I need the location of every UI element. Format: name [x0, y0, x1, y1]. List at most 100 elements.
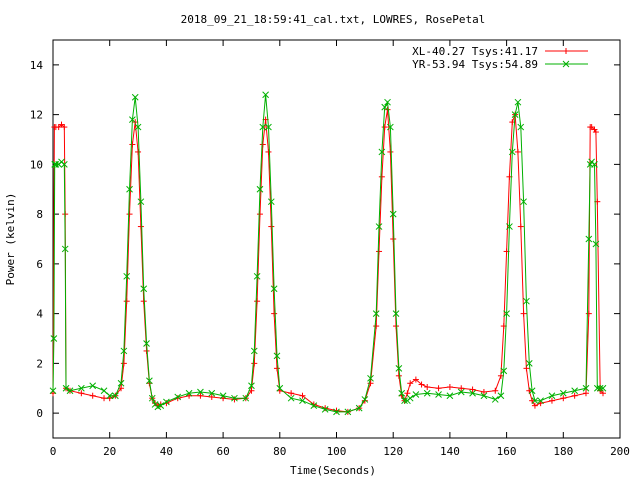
x-tick-labels: 0 20 40 60 80 100 120 140 160 180 200 — [50, 445, 630, 458]
y-tick-label: 0 — [36, 407, 43, 420]
data-point — [378, 148, 386, 156]
data-point — [117, 379, 125, 387]
data-point — [174, 393, 182, 401]
data-point — [355, 404, 363, 412]
data-point — [367, 374, 374, 382]
data-point — [129, 116, 136, 123]
data-point — [418, 381, 425, 388]
data-point — [492, 387, 499, 394]
data-point — [520, 198, 527, 206]
data-point — [288, 390, 295, 397]
data-point — [137, 198, 145, 206]
y-tick-label: 12 — [30, 109, 43, 122]
legend: XL-40.27 Tsys:41.17 YR-53.94 Tsys:54.89 — [412, 45, 588, 71]
data-point — [126, 211, 133, 218]
data-point — [406, 394, 414, 402]
data-point — [592, 129, 599, 136]
data-point — [491, 396, 499, 403]
data-point — [511, 111, 519, 118]
data-point — [78, 390, 85, 397]
data-point — [398, 389, 406, 397]
data-point — [242, 394, 250, 402]
x-tick-label: 140 — [440, 445, 460, 458]
data-point — [525, 360, 533, 367]
data-point — [273, 352, 281, 360]
data-point — [517, 123, 525, 131]
data-point — [395, 372, 402, 379]
data-point — [131, 93, 139, 101]
data-point — [381, 124, 388, 131]
data-point — [208, 393, 215, 400]
x-tick-label: 180 — [553, 445, 573, 458]
data-point — [378, 173, 385, 180]
data-point — [197, 392, 204, 399]
y-tick-labels: 0 2 4 6 8 10 12 14 — [30, 59, 44, 420]
data-point — [256, 185, 264, 193]
data-point — [548, 392, 556, 400]
data-point — [268, 223, 275, 230]
data-point — [265, 123, 272, 131]
data-point — [287, 394, 295, 402]
y-tick-label: 14 — [30, 59, 44, 72]
data-point — [361, 396, 369, 403]
data-point — [582, 390, 589, 397]
data-point — [129, 141, 136, 148]
data-point — [60, 161, 68, 168]
y-tick-label: 6 — [36, 258, 43, 271]
data-point — [446, 384, 453, 391]
data-point — [387, 148, 394, 155]
data-point — [163, 398, 170, 406]
data-point — [508, 148, 516, 156]
data-point — [61, 245, 69, 253]
data-point — [299, 397, 306, 405]
y-tick-label: 8 — [36, 208, 43, 221]
data-point — [571, 387, 578, 395]
x-tick-label: 160 — [497, 445, 517, 458]
data-point — [77, 384, 85, 392]
data-point — [62, 384, 70, 392]
data-point — [596, 384, 604, 392]
data-point — [135, 148, 142, 155]
legend-sample-series-1 — [545, 48, 588, 54]
legend-marker — [563, 48, 569, 54]
y-tick-label: 10 — [30, 158, 43, 171]
data-point — [517, 223, 524, 230]
data-point — [389, 210, 397, 218]
data-point — [412, 391, 420, 398]
data-point — [446, 392, 454, 400]
data-point — [134, 123, 142, 131]
data-point — [372, 310, 380, 317]
data-point — [435, 391, 442, 398]
data-point — [537, 397, 544, 405]
data-point — [208, 389, 216, 397]
data-point — [514, 98, 522, 106]
data-point — [254, 298, 261, 305]
y-axis-label: Power (kelvin) — [4, 193, 17, 286]
data-point — [49, 387, 57, 395]
data-point — [267, 198, 275, 206]
data-point — [185, 389, 193, 397]
data-point — [106, 392, 114, 400]
data-point — [61, 124, 68, 131]
data-point — [157, 402, 165, 410]
data-point — [262, 91, 269, 99]
data-point — [412, 376, 419, 383]
data-point — [271, 310, 278, 317]
data-point — [299, 392, 306, 399]
data-point — [585, 310, 592, 317]
data-point — [276, 384, 284, 392]
data-point — [50, 335, 58, 342]
data-point — [384, 98, 391, 106]
data-point — [592, 240, 600, 248]
data-point — [392, 310, 400, 317]
data-point — [256, 211, 263, 218]
data-point — [148, 394, 156, 402]
data-point — [526, 387, 533, 394]
data-point — [112, 392, 119, 400]
data-point — [381, 103, 389, 111]
data-point — [120, 347, 128, 355]
data-point — [143, 340, 150, 347]
series-1 — [50, 106, 606, 415]
data-point — [480, 392, 488, 400]
data-point — [458, 385, 465, 392]
